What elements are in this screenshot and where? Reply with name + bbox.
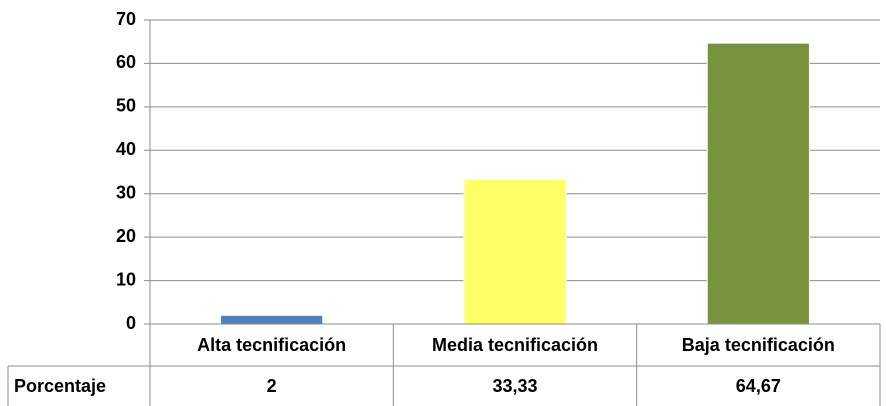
y-tick-label: 50 [116, 96, 136, 116]
y-tick-label: 20 [116, 226, 136, 246]
data-label: 64,67 [736, 376, 781, 396]
data-label: 33,33 [492, 376, 537, 396]
data-label: 2 [267, 376, 277, 396]
y-tick-label: 60 [116, 52, 136, 72]
x-tick-label: Media tecnificación [432, 335, 598, 355]
x-tick-label: Alta tecnificación [197, 335, 346, 355]
bar [220, 314, 324, 325]
legend-label: Porcentaje [14, 376, 106, 396]
y-tick-label: 40 [116, 139, 136, 159]
y-tick-label: 10 [116, 269, 136, 289]
y-tick-label: 30 [116, 182, 136, 202]
y-tick-label: 70 [116, 9, 136, 29]
bar [706, 42, 810, 325]
y-tick-label: 0 [126, 313, 136, 333]
bar [463, 178, 567, 325]
x-tick-label: Baja tecnificación [682, 335, 835, 355]
